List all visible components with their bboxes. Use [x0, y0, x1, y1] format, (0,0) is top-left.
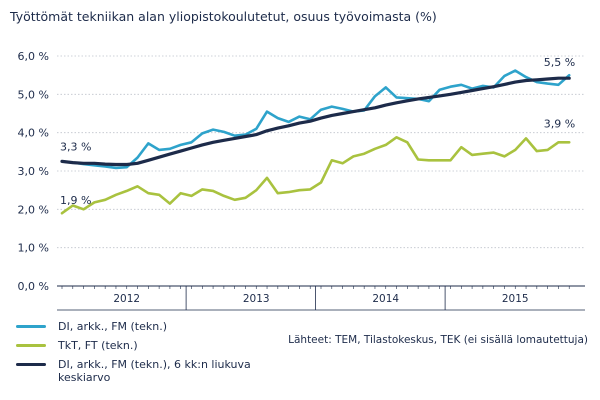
legend-item-tkt: TkT, FT (tekn.) — [10, 339, 288, 352]
y-tick-label: 5,0 % — [18, 88, 49, 101]
data-label: 3,9 % — [544, 118, 575, 131]
chart-legend: DI, arkk., FM (tekn.) TkT, FT (tekn.) DI… — [10, 320, 288, 390]
y-tick-label: 6,0 % — [18, 50, 49, 63]
legend-item-di: DI, arkk., FM (tekn.) — [10, 320, 288, 333]
legend-label: DI, arkk., FM (tekn.) — [58, 320, 168, 333]
y-tick-label: 1,0 % — [18, 242, 49, 255]
legend-item-moving-average: DI, arkk., FM (tekn.), 6 kk:n liukuva ke… — [10, 358, 288, 384]
series-line — [60, 76, 571, 167]
chart-annotations: 3,3 % 1,9 % 5,5 % 3,9 % — [60, 56, 575, 207]
legend-label: TkT, FT (tekn.) — [58, 339, 138, 352]
y-tick-label: 3,0 % — [18, 165, 49, 178]
legend-swatch — [16, 363, 46, 366]
chart-grid — [57, 55, 585, 249]
y-tick-label: 2,0 % — [18, 203, 49, 216]
x-year-label: 2013 — [243, 293, 270, 305]
y-tick-label: 0,0 % — [18, 280, 49, 293]
chart-title: Työttömät tekniikan alan yliopistokoulut… — [10, 9, 437, 24]
legend-label: DI, arkk., FM (tekn.), 6 kk:n liukuva ke… — [58, 358, 251, 384]
x-year-label: 2014 — [372, 293, 399, 305]
chart-axes: 0,0 % 1,0 % 2,0 % 3,0 % 4,0 % 5,0 % 6,0 % 2012 2… — [18, 50, 585, 311]
legend-swatch — [16, 325, 46, 328]
x-year-label: 2012 — [113, 293, 140, 305]
chart-series — [60, 69, 571, 215]
series-line — [60, 136, 571, 215]
y-tick-label: 4,0 % — [18, 127, 49, 140]
series-line — [60, 69, 571, 170]
x-year-label: 2015 — [502, 293, 529, 305]
source-note: Lähteet: TEM, Tilastokeskus, TEK (ei sis… — [288, 334, 588, 346]
data-label: 5,5 % — [544, 56, 575, 69]
data-label: 1,9 % — [60, 194, 91, 207]
data-label: 3,3 % — [60, 141, 91, 154]
legend-swatch — [16, 344, 46, 347]
